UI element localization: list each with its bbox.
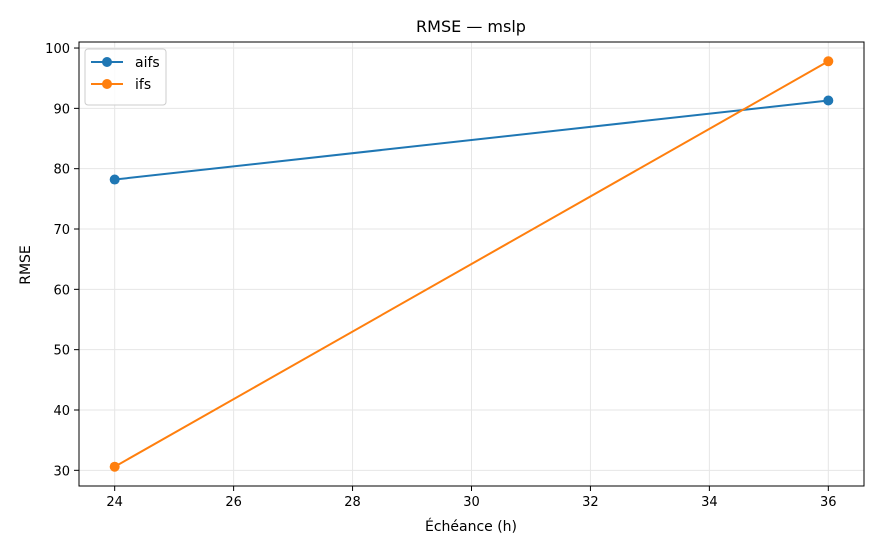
- series-layer: [109, 56, 834, 472]
- y-axis-label: RMSE: [18, 245, 34, 285]
- x-tick-label: 36: [820, 495, 837, 510]
- y-axis-ticks: 30 40 50 60 70 80 90 100: [45, 42, 79, 479]
- legend: aifs ifs: [84, 48, 167, 106]
- x-tick-label: 32: [582, 495, 599, 510]
- series-aifs: [109, 95, 834, 185]
- y-tick-label: 70: [53, 223, 70, 238]
- chart-title: RMSE — mslp: [416, 17, 526, 36]
- y-tick-label: 40: [53, 404, 70, 419]
- series-line-aifs: [114, 99, 829, 181]
- legend-item-aifs: aifs: [91, 55, 160, 71]
- x-tick-label: 26: [225, 495, 242, 510]
- data-point-aifs: [109, 174, 120, 185]
- x-axis-label: Échéance (h): [425, 518, 517, 535]
- y-tick-label: 100: [45, 42, 70, 57]
- legend-label-ifs: ifs: [135, 77, 151, 93]
- series-ifs: [109, 56, 834, 472]
- legend-label-aifs: aifs: [135, 55, 160, 71]
- x-tick-label: 24: [106, 495, 123, 510]
- x-tick-label: 34: [701, 495, 718, 510]
- x-tick-label: 30: [463, 495, 480, 510]
- data-point-ifs: [109, 461, 120, 472]
- y-tick-label: 90: [53, 102, 70, 117]
- data-point-aifs: [823, 95, 834, 106]
- x-tick-label: 28: [344, 495, 361, 510]
- y-tick-label: 60: [53, 283, 70, 298]
- y-tick-label: 80: [53, 163, 70, 178]
- legend-marker-ifs: [102, 79, 112, 89]
- grid-lines: [79, 42, 864, 486]
- x-axis-ticks: 24 26 28 30 32 34 36: [106, 486, 837, 510]
- series-line-ifs: [114, 60, 829, 468]
- y-tick-label: 50: [53, 344, 70, 359]
- y-tick-label: 30: [53, 464, 70, 479]
- legend-item-ifs: ifs: [91, 77, 151, 93]
- legend-marker-aifs: [102, 57, 112, 67]
- data-point-ifs: [823, 56, 834, 67]
